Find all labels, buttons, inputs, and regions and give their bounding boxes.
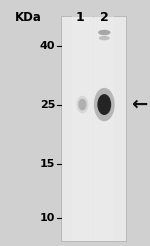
Ellipse shape: [99, 36, 110, 40]
Ellipse shape: [98, 30, 110, 35]
Ellipse shape: [94, 88, 115, 121]
Text: 15: 15: [40, 159, 55, 169]
Text: 1: 1: [75, 11, 84, 24]
Text: ←: ←: [130, 95, 147, 114]
Text: 25: 25: [40, 100, 55, 109]
Ellipse shape: [97, 94, 111, 115]
FancyBboxPatch shape: [94, 16, 114, 241]
FancyBboxPatch shape: [72, 16, 93, 241]
Text: 10: 10: [40, 213, 55, 223]
FancyBboxPatch shape: [61, 16, 126, 241]
Text: 40: 40: [40, 41, 55, 50]
Ellipse shape: [78, 99, 86, 110]
Ellipse shape: [76, 96, 88, 113]
Text: KDa: KDa: [15, 11, 41, 24]
Text: 2: 2: [100, 11, 109, 24]
